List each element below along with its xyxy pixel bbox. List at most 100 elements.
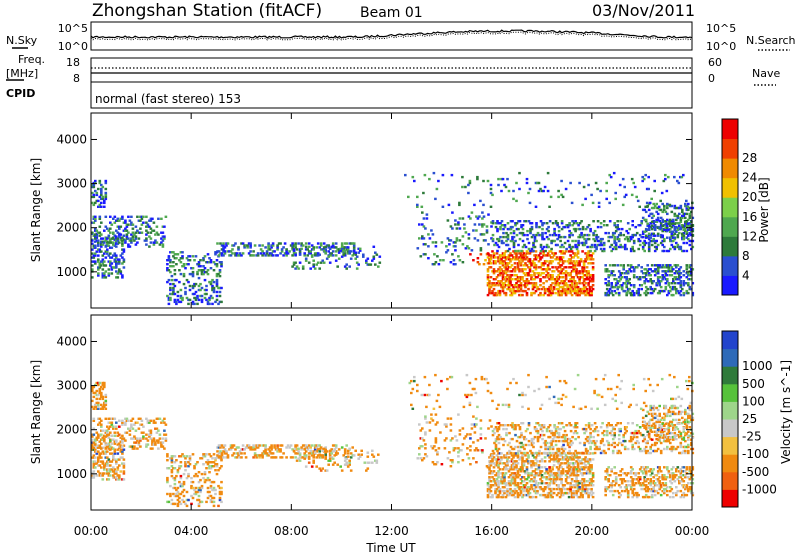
- power-cell: [599, 189, 602, 193]
- velocity-cell: [445, 425, 448, 428]
- velocity-cell: [507, 456, 511, 459]
- power-cell: [97, 248, 100, 251]
- velocity-cell: [343, 463, 347, 466]
- power-cell: [101, 240, 105, 243]
- power-cell: [307, 252, 311, 255]
- velocity-cell: [199, 500, 202, 504]
- power-cell: [179, 272, 183, 276]
- velocity-cell: [197, 488, 201, 492]
- velocity-cell: [486, 484, 490, 487]
- power-cell: [641, 272, 645, 275]
- power-cell: [526, 233, 529, 237]
- power-cell: [585, 254, 589, 257]
- power-cell: [691, 227, 695, 231]
- power-cell: [522, 264, 526, 267]
- velocity-cell: [158, 437, 162, 440]
- power-cell: [551, 252, 554, 255]
- velocity-cell: [240, 448, 243, 451]
- power-cell: [607, 239, 610, 243]
- power-cell: [626, 282, 630, 285]
- power-cell: [572, 222, 576, 225]
- power-cell: [582, 278, 586, 281]
- power-cell: [501, 256, 505, 259]
- power-cell: [583, 233, 586, 237]
- velocity-cell: [588, 460, 592, 463]
- velocity-cell: [503, 476, 506, 479]
- power-cell: [184, 267, 187, 270]
- velocity-cell: [530, 451, 534, 455]
- power-cell: [434, 197, 437, 201]
- velocity-cell: [328, 459, 332, 462]
- power-cell: [585, 252, 589, 255]
- velocity-cell: [538, 435, 541, 439]
- power-cell: [607, 282, 610, 285]
- power-cell: [542, 262, 545, 265]
- velocity-cell: [187, 498, 190, 502]
- velocity-cell: [572, 493, 575, 497]
- power-cell: [172, 288, 175, 292]
- power-cell: [188, 284, 192, 288]
- velocity-cell: [121, 462, 124, 465]
- power-cell: [304, 245, 308, 248]
- power-cell: [497, 284, 500, 287]
- power-cell: [548, 220, 552, 223]
- velocity-cell: [489, 470, 493, 473]
- power-cell: [659, 266, 663, 269]
- power-cell: [682, 291, 686, 295]
- power-cell: [492, 282, 496, 285]
- power-cell: [519, 287, 523, 291]
- power-cell: [582, 264, 586, 267]
- power-cell: [137, 237, 141, 240]
- power-cell: [655, 206, 658, 210]
- velocity-cell: [532, 437, 535, 441]
- power-cell: [512, 256, 515, 259]
- velocity-cell: [581, 474, 584, 477]
- velocity-cell: [563, 456, 566, 459]
- power-cell: [632, 233, 636, 237]
- power-cell: [181, 265, 184, 268]
- power-cell: [534, 205, 538, 208]
- power-cell: [543, 185, 547, 189]
- power-cell: [670, 270, 674, 273]
- velocity-cell: [200, 484, 204, 488]
- velocity-cell: [581, 484, 584, 487]
- power-cell: [644, 210, 648, 214]
- power-cell: [610, 282, 613, 285]
- power-cell: [91, 185, 94, 189]
- power-cell: [188, 298, 192, 302]
- power-cell: [107, 260, 111, 263]
- velocity-cell: [258, 456, 261, 459]
- velocity-cell: [504, 454, 508, 457]
- velocity-cell: [316, 448, 320, 451]
- velocity-cell: [509, 451, 513, 455]
- velocity-cell: [581, 478, 584, 481]
- velocity-cell: [501, 472, 505, 475]
- power-cell: [561, 268, 565, 271]
- velocity-cell: [509, 482, 512, 485]
- power-cell: [655, 225, 658, 229]
- velocity-cell: [178, 465, 181, 468]
- power-cell: [104, 237, 108, 240]
- velocity-cell: [291, 456, 294, 459]
- velocity-cell: [512, 482, 515, 485]
- power-cell: [509, 282, 512, 285]
- power-cell: [109, 227, 112, 230]
- power-cell: [104, 179, 108, 183]
- power-cell: [673, 245, 677, 249]
- power-cell: [641, 232, 645, 235]
- power-cell: [681, 208, 684, 212]
- velocity-cell: [576, 462, 580, 465]
- power-cell: [226, 242, 230, 245]
- power-cell: [585, 256, 589, 259]
- velocity-cell: [313, 448, 317, 451]
- velocity-cell: [543, 486, 547, 489]
- power-cell: [489, 256, 493, 259]
- power-cell: [215, 278, 219, 282]
- power-cell: [581, 276, 584, 279]
- velocity-cell: [488, 491, 491, 495]
- power-cell: [572, 287, 575, 291]
- power-cell: [571, 224, 574, 227]
- velocity-cell: [536, 454, 539, 457]
- velocity-cell: [91, 456, 94, 459]
- velocity-cell: [503, 454, 506, 457]
